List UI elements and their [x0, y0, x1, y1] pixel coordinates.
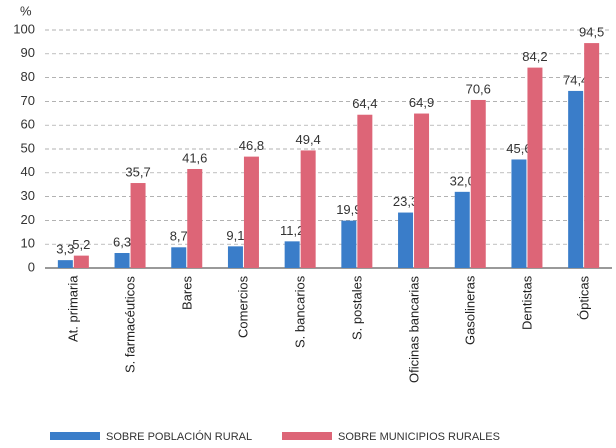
- legend-label: SOBRE MUNICIPIOS RURALES: [338, 431, 500, 443]
- bar: [414, 113, 430, 269]
- x-tick-label: S. postales: [349, 276, 365, 341]
- value-label: 94,5: [579, 25, 604, 40]
- bar: [73, 255, 89, 268]
- bar: [57, 260, 73, 268]
- y-tick-label: 60: [21, 117, 35, 132]
- bar: [284, 241, 300, 268]
- value-label: 19,9: [336, 202, 361, 217]
- y-tick-label: 20: [21, 212, 35, 227]
- x-tick-label: Dentistas: [519, 276, 535, 331]
- value-label: 9,1: [226, 228, 244, 243]
- value-label: 35,7: [125, 164, 150, 179]
- bar: [227, 246, 243, 268]
- bar: [114, 253, 130, 268]
- value-label: 64,4: [352, 96, 377, 111]
- bar: [568, 90, 584, 268]
- y-tick-label: 0: [28, 259, 35, 274]
- y-tick-label: 100: [13, 21, 35, 36]
- legend-swatch: [282, 432, 332, 440]
- value-label: 32,0: [450, 173, 475, 188]
- x-tick-label: Gasolineras: [462, 276, 478, 346]
- value-label: 5,2: [72, 237, 90, 252]
- value-label: 11,2: [280, 223, 304, 238]
- value-label: 74,4: [563, 72, 588, 87]
- bar: [584, 43, 600, 269]
- bar: [357, 114, 373, 268]
- legend-swatch: [50, 432, 100, 440]
- x-tick-label: Bares: [179, 276, 195, 310]
- bar: [511, 159, 527, 268]
- x-tick-label: S. farmacéuticos: [122, 276, 138, 373]
- value-label: 84,2: [522, 49, 547, 64]
- x-tick-label: At. primaria: [65, 276, 81, 343]
- y-tick-label: 10: [21, 236, 35, 251]
- y-tick-label: 40: [21, 164, 35, 179]
- bar: [454, 191, 470, 268]
- y-axis-label: %: [20, 3, 32, 18]
- x-tick-label: S. bancarios: [292, 276, 308, 349]
- value-label: 8,7: [170, 229, 188, 244]
- value-label: 6,3: [113, 234, 131, 249]
- value-label: 49,4: [295, 132, 320, 147]
- value-label: 3,3: [56, 242, 74, 257]
- value-label: 64,9: [409, 95, 434, 110]
- value-label: 45,6: [506, 141, 531, 156]
- bar: [470, 99, 486, 268]
- bar: [398, 212, 414, 268]
- bar: [341, 220, 357, 268]
- value-label: 46,8: [239, 138, 264, 153]
- bar: [300, 150, 316, 268]
- x-tick-label: Comercios: [235, 276, 251, 339]
- legend-label: SOBRE POBLACIÓN RURAL: [106, 430, 252, 443]
- bar: [130, 183, 146, 268]
- bar: [527, 67, 543, 268]
- value-label: 23,3: [393, 194, 418, 209]
- bar: [187, 168, 203, 268]
- y-tick-label: 70: [21, 93, 35, 108]
- y-tick-label: 80: [21, 69, 35, 84]
- y-tick-label: 90: [21, 45, 35, 60]
- y-tick-label: 50: [21, 140, 35, 155]
- x-tick-label: Oficinas bancarias: [406, 276, 422, 383]
- value-label: 41,6: [182, 150, 207, 165]
- y-tick-label: 30: [21, 188, 35, 203]
- x-tick-label: Ópticas: [576, 276, 592, 321]
- bar: [171, 247, 187, 268]
- bar: [243, 156, 259, 268]
- value-label: 70,6: [466, 81, 491, 96]
